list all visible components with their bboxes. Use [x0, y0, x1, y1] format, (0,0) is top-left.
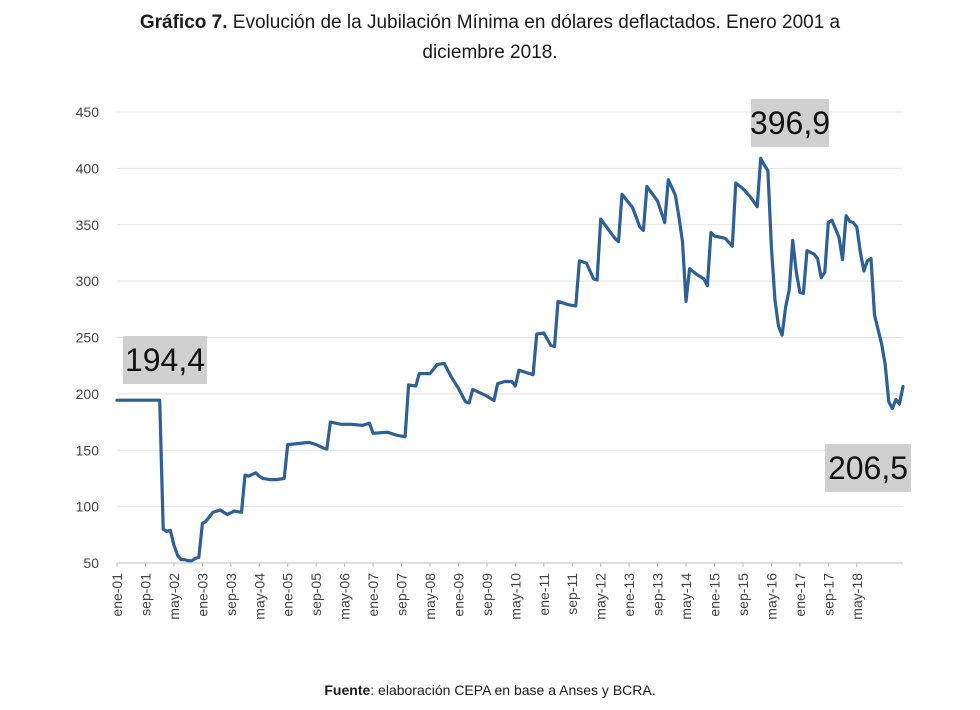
chart-title-line1: Evolución de la Jubilación Mínima en dól… [232, 12, 841, 33]
chart-title-line2: diciembre 2018. [422, 42, 558, 63]
x-tick-label: may-10 [507, 573, 523, 620]
grid-lines [117, 111, 903, 564]
y-tick-label: 300 [76, 273, 100, 289]
y-tick-label: 250 [76, 330, 100, 346]
source-note: Fuente: elaboración CEPA en base a Anses… [0, 682, 980, 698]
callout-value: 396,9 [750, 99, 830, 147]
y-tick-label: 450 [76, 104, 100, 120]
x-tick-label: may-12 [593, 573, 609, 620]
x-tick-label: ene-07 [365, 573, 381, 617]
callout-box [825, 444, 911, 492]
x-tick-label: may-18 [849, 573, 865, 620]
y-tick-label: 200 [76, 386, 100, 402]
x-tick-label: ene-09 [450, 573, 466, 617]
x-tick-label: sep-13 [650, 573, 666, 616]
y-tick-label: 400 [76, 160, 100, 176]
x-tick-label: sep-01 [137, 573, 153, 616]
callout-label: 206,5 [828, 450, 908, 486]
callout-value: 206,5 [825, 444, 911, 492]
callout-value: 194,4 [123, 336, 207, 384]
x-tick-label: may-02 [166, 573, 182, 620]
y-tick-label: 350 [76, 217, 100, 233]
x-axis-ticks: ene-01 sep-01 may-02 ene-03 sep-03 may-04 ene-… [109, 563, 865, 620]
x-tick-label: may-06 [337, 573, 353, 620]
x-tick-label: sep-03 [223, 573, 239, 616]
x-tick-label: sep-11 [564, 573, 580, 615]
x-tick-label: ene-03 [194, 573, 210, 617]
source-label: Fuente [324, 682, 371, 698]
x-tick-label: may-08 [422, 573, 438, 620]
y-tick-label: 150 [76, 442, 100, 458]
series-line-jubilacion-minima [115, 156, 905, 563]
x-tick-label: may-14 [678, 573, 694, 620]
source-text: : elaboración CEPA en base a Anses y BCR… [370, 682, 656, 698]
x-tick-label: sep-07 [394, 573, 410, 616]
x-tick-label: sep-17 [820, 573, 836, 616]
x-tick-label: ene-17 [792, 573, 808, 617]
callout-box [751, 99, 829, 147]
x-tick-label: sep-05 [308, 573, 324, 616]
callouts: 194,4 396,9 206,5 [123, 99, 911, 492]
x-tick-label: ene-05 [280, 573, 296, 617]
x-tick-label: ene-13 [621, 573, 637, 617]
callout-label: 194,4 [125, 342, 205, 378]
x-tick-label: may-04 [251, 573, 267, 620]
y-tick-label: 100 [76, 499, 100, 515]
y-tick-label: 50 [83, 555, 99, 571]
callout-box [123, 336, 207, 384]
x-tick-label: ene-15 [707, 573, 723, 617]
x-tick-label: ene-11 [536, 573, 552, 616]
chart-title-prefix: Gráfico 7. [139, 12, 228, 33]
x-tick-label: may-16 [763, 573, 779, 620]
y-axis-ticks: 50 100 150 200 250 300 350 400 450 [76, 104, 100, 571]
x-tick-label: ene-01 [109, 573, 125, 617]
x-tick-label: sep-09 [479, 573, 495, 616]
callout-label: 396,9 [750, 105, 830, 141]
chart-title: Gráfico 7. Evolución de la Jubilación Mí… [0, 8, 980, 68]
x-tick-label: sep-15 [735, 573, 751, 616]
line-chart: 50 100 150 200 250 300 350 400 450 ene-01 sep-01 m… [76, 99, 911, 620]
